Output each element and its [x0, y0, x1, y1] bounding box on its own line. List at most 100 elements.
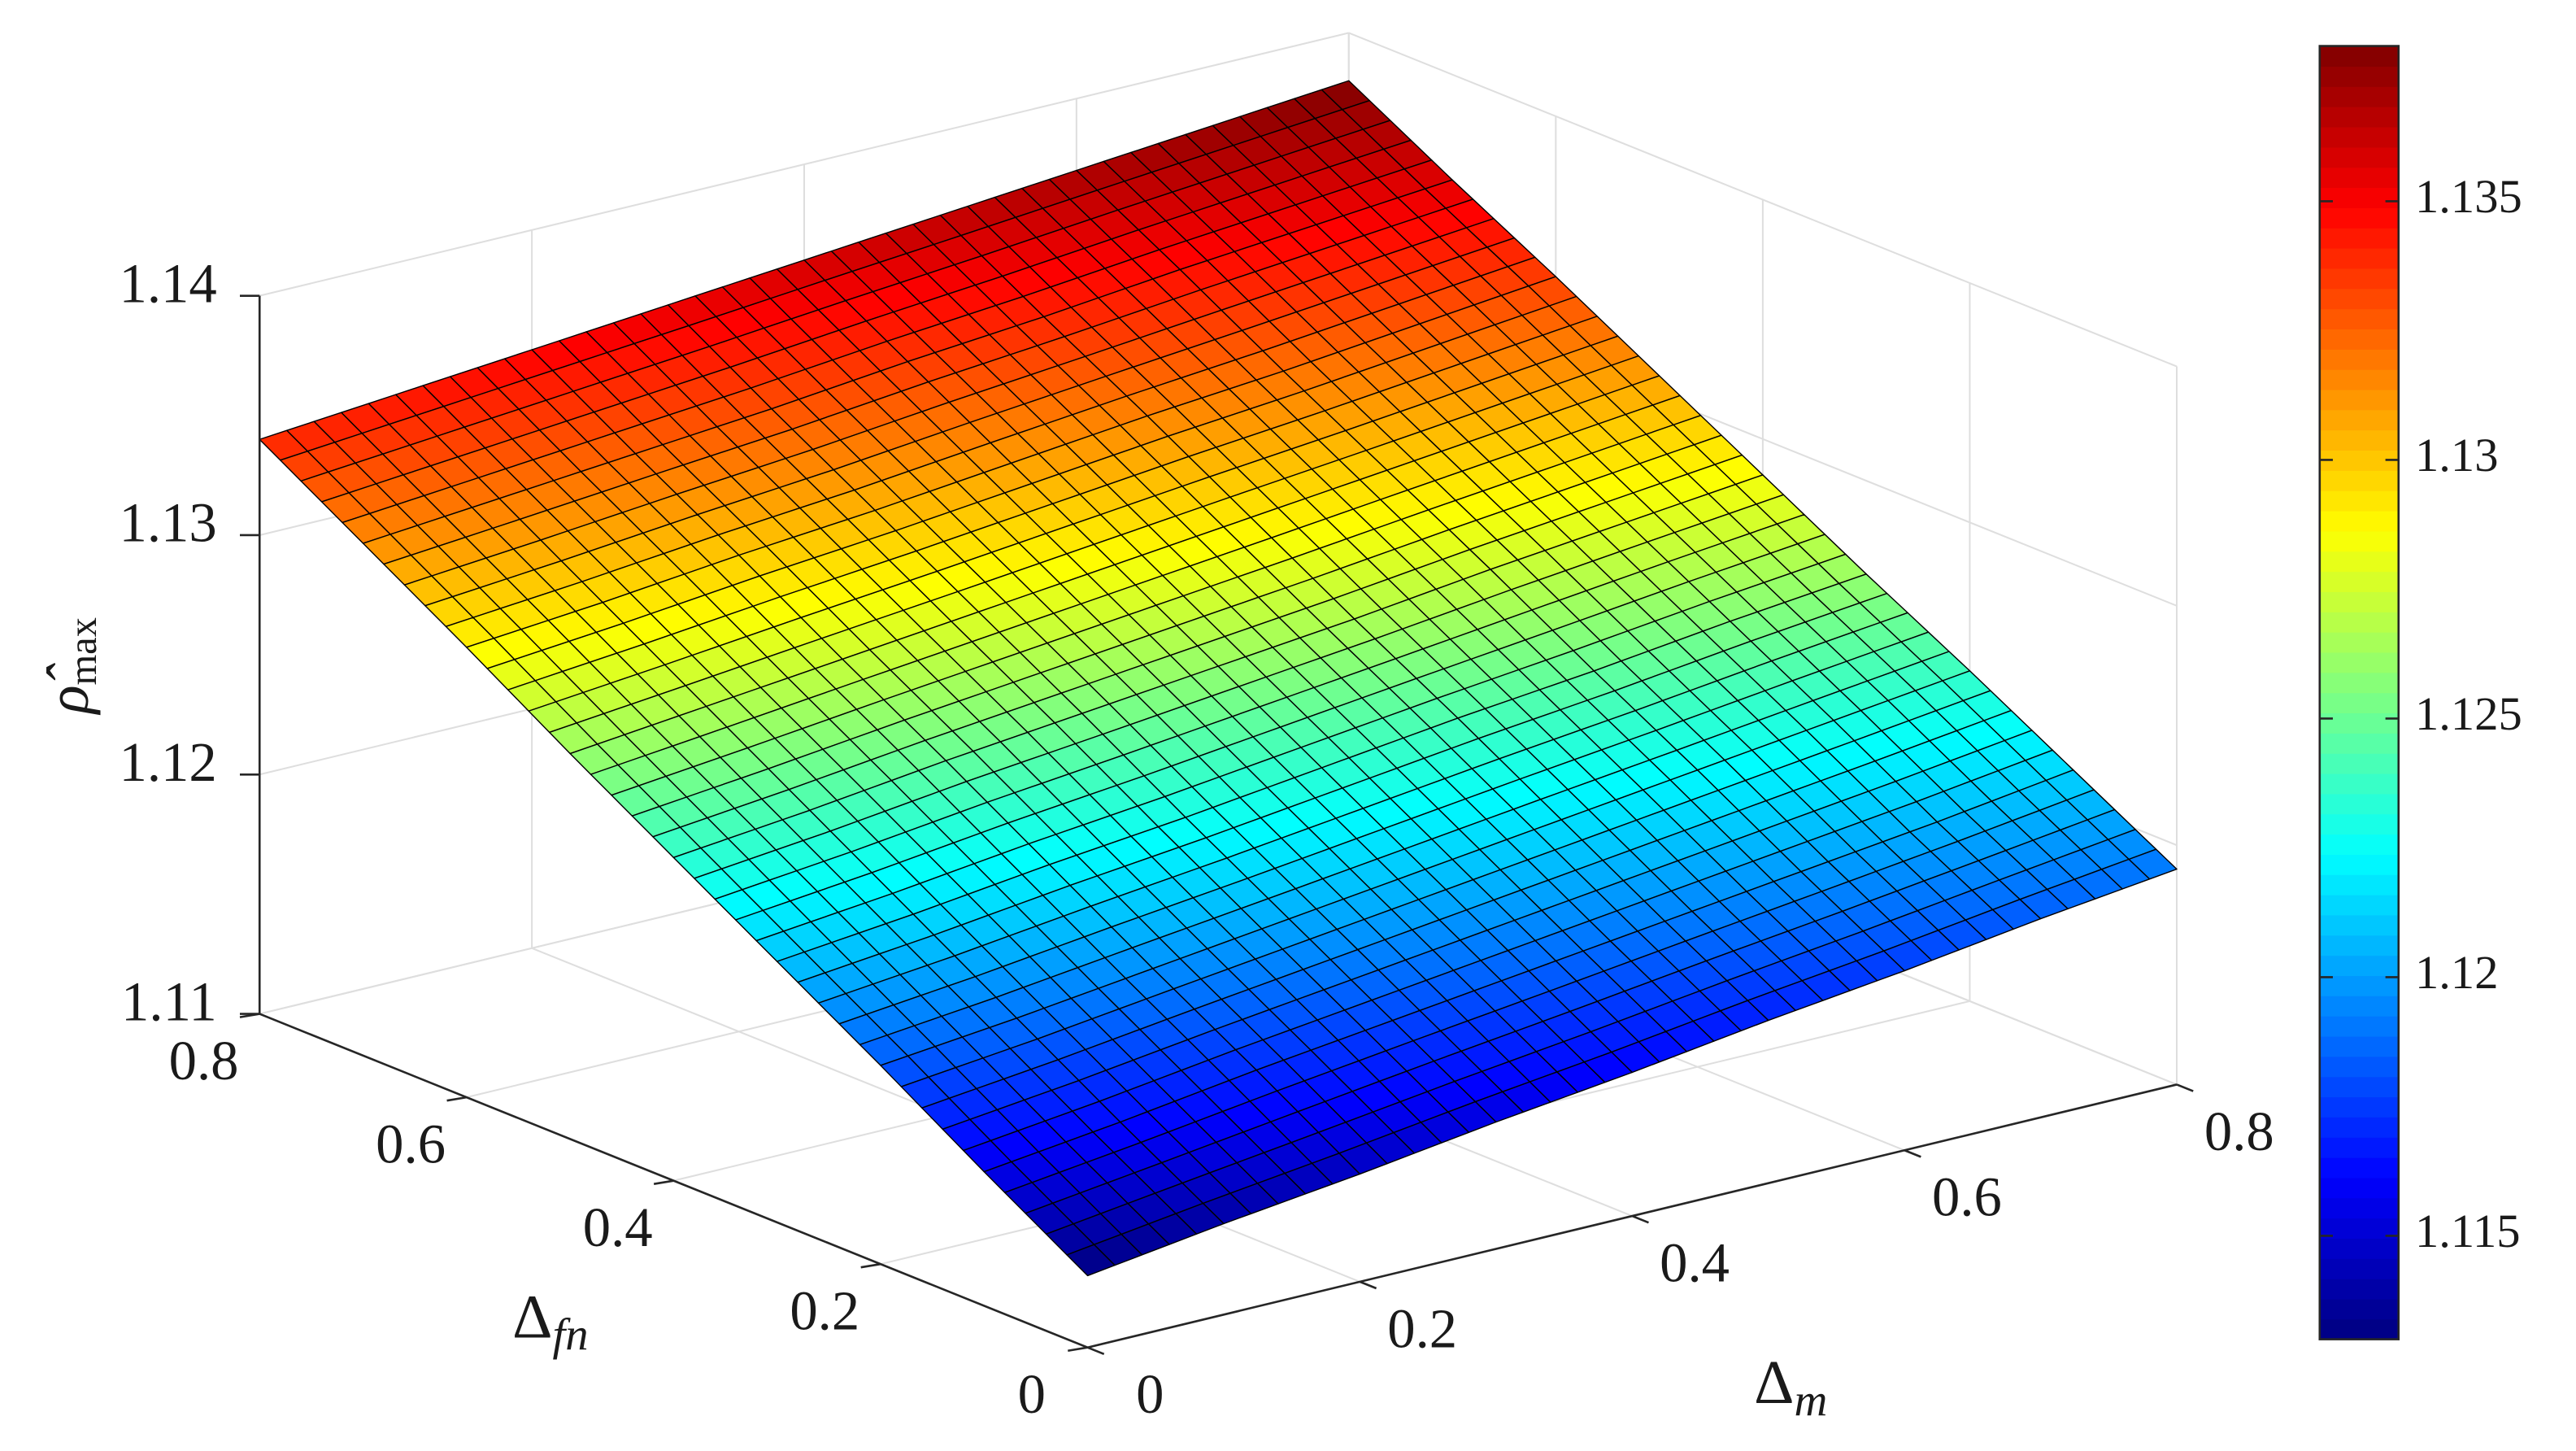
colorbar-tick-label: 1.125 [2415, 687, 2522, 740]
tick-mark [860, 1262, 881, 1269]
colorbar-band [2319, 1056, 2399, 1078]
colorbar-band [2319, 996, 2399, 1017]
x-axis-label: Δm [1754, 1348, 1827, 1427]
x-tick-label: 0 [1136, 1363, 1164, 1425]
tick-mark [1359, 1280, 1377, 1290]
colorbar-band [2319, 268, 2399, 290]
colorbar-band [2319, 1157, 2399, 1179]
colorbar-band [2319, 530, 2399, 552]
y-tick-label: 0.2 [790, 1280, 859, 1342]
colorbar-band [2319, 854, 2399, 875]
z-label-subscript: max [62, 617, 105, 685]
colorbar-band [2319, 1117, 2399, 1138]
surface [259, 80, 2178, 1277]
x-label-text: Δ [1754, 1348, 1794, 1417]
tick-mark [653, 1179, 674, 1185]
colorbar-band [2319, 733, 2399, 754]
y-tick-label: 0 [1018, 1363, 1046, 1425]
colorbar-band [2319, 369, 2399, 390]
colorbar-band [2319, 672, 2399, 694]
colorbar-band [2319, 349, 2399, 370]
colorbar-band [2319, 66, 2399, 87]
colorbar-band [2319, 753, 2399, 774]
z-tick-label: 1.11 [121, 970, 217, 1032]
colorbar-frame [2318, 45, 2400, 1340]
colorbar-tick-label: 1.13 [2415, 429, 2499, 481]
x-tick-label: 0.4 [1660, 1232, 1730, 1294]
tick-mark [2176, 1083, 2194, 1092]
y-tick-label: 0.8 [169, 1030, 239, 1092]
colorbar-band [2319, 612, 2399, 633]
colorbar-band [2319, 651, 2399, 673]
x-tick-label: 0.6 [1932, 1166, 2002, 1228]
colorbar-band [2319, 914, 2399, 936]
colorbar-band [2319, 571, 2399, 592]
colorbar-band [2319, 429, 2399, 451]
x-tick-label: 0.2 [1387, 1297, 1457, 1359]
z-tick-label: 1.12 [120, 731, 217, 793]
axes: 00.20.40.60.800.20.40.60.81.111.121.131.… [120, 252, 2274, 1425]
colorbar-band [2319, 1016, 2399, 1037]
colorbar-band [2319, 228, 2399, 249]
tick-mark [1631, 1214, 1649, 1224]
colorbar-band [2319, 793, 2399, 815]
colorbar-band [2319, 389, 2399, 411]
colorbar-band [2319, 1076, 2399, 1098]
colorbar-band [2319, 551, 2399, 573]
colorbar-band [2319, 308, 2399, 329]
colorbar-band [2319, 207, 2399, 229]
y-tick-label: 0.4 [583, 1196, 653, 1258]
colorbar-band [2319, 490, 2399, 512]
colorbar-band [2319, 1177, 2399, 1199]
z-axis-label: ρ̂max [35, 617, 106, 715]
colorbar-band [2319, 167, 2399, 189]
z-tick-label: 1.14 [120, 252, 217, 314]
tick-mark [1087, 1346, 1105, 1356]
colorbar-band [2319, 773, 2399, 795]
colorbar-band [2319, 712, 2399, 734]
colorbar-band [2319, 834, 2399, 855]
colorbar-band [2319, 1238, 2399, 1259]
tick-mark [446, 1096, 468, 1102]
grid-line [259, 32, 1349, 297]
colorbar-band [2319, 1298, 2399, 1320]
x-tick-label: 0.8 [2204, 1100, 2274, 1162]
colorbar-tick-label: 1.12 [2415, 946, 2499, 999]
colorbar-band [2319, 591, 2399, 612]
colorbar-band [2319, 187, 2399, 208]
colorbar-band [2319, 1137, 2399, 1158]
grid-line [1348, 32, 2178, 368]
colorbar: 1.115 1.12 1.125 1.13 1.135 [2318, 45, 2522, 1340]
colorbar-band [2319, 1279, 2399, 1300]
colorbar-band [2319, 107, 2399, 128]
colorbar-band [2319, 1258, 2399, 1279]
colorbar-band [2319, 935, 2399, 956]
colorbar-band [2319, 1096, 2399, 1118]
y-tick-label: 0.6 [376, 1113, 446, 1175]
x-label-subscript: m [1794, 1375, 1827, 1426]
colorbar-band [2319, 248, 2399, 269]
colorbar-band [2319, 895, 2399, 916]
colorbar-band [2319, 470, 2399, 491]
surface-cell [1066, 1244, 1116, 1277]
y-axis-label: Δfn [512, 1282, 588, 1361]
colorbar-band [2319, 46, 2399, 68]
z-tick-label: 1.13 [120, 492, 217, 554]
colorbar-tick-label: 1.115 [2415, 1205, 2521, 1257]
colorbar-band [2319, 813, 2399, 835]
y-label-text: Δ [512, 1282, 552, 1351]
colorbar-band [2319, 692, 2399, 714]
colorbar-band [2319, 329, 2399, 350]
colorbar-band [2319, 86, 2399, 107]
colorbar-band [2319, 409, 2399, 431]
colorbar-band [2319, 1197, 2399, 1219]
y-label-subscript: fn [553, 1310, 589, 1361]
tick-mark [1904, 1149, 1921, 1158]
colorbar-band [2319, 510, 2399, 532]
colorbar-band [2319, 288, 2399, 310]
colorbar-tick-label: 1.135 [2415, 170, 2522, 223]
colorbar-band [2319, 632, 2399, 653]
colorbar-band [2319, 126, 2399, 148]
colorbar-band [2319, 146, 2399, 168]
